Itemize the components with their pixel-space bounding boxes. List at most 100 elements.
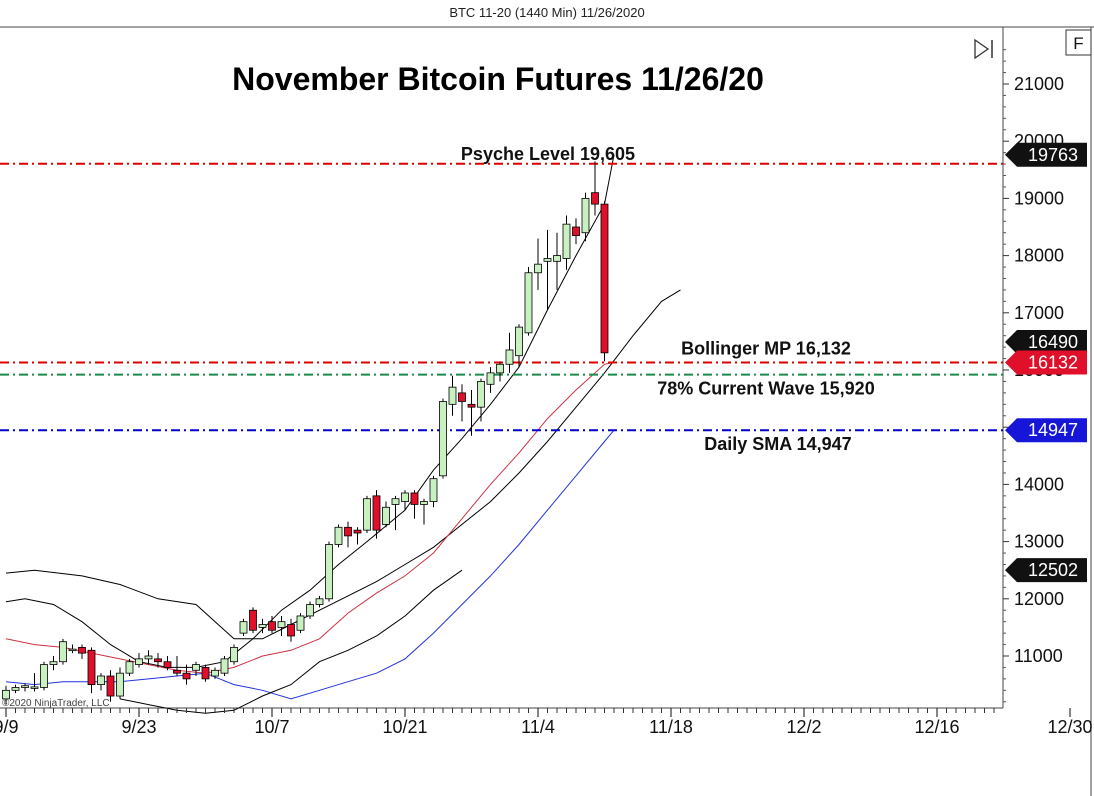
- candle-up: [192, 664, 200, 671]
- candle-down: [372, 495, 381, 531]
- candle-up: [401, 492, 409, 502]
- candle-up: [315, 598, 324, 605]
- band-bb-upper: [5, 154, 615, 668]
- copyright-watermark: ©2020 NinjaTrader, LLC: [2, 698, 110, 709]
- candle-up: [211, 669, 219, 677]
- candle-up: [439, 401, 447, 477]
- candle-up: [97, 675, 105, 686]
- candle-up: [277, 621, 286, 628]
- time-tick-label: 12/2: [786, 717, 821, 737]
- time-tick-label: 10/21: [382, 717, 427, 737]
- price-badge-label: 12502: [1028, 560, 1078, 580]
- candle-down: [182, 672, 191, 680]
- band-outer-upper: [5, 289, 681, 640]
- candle-down: [87, 649, 96, 686]
- candle-down: [287, 624, 295, 637]
- candle-down: [572, 226, 580, 236]
- price-badge-label: 19763: [1028, 145, 1078, 165]
- candle-up: [553, 255, 561, 262]
- price-tick-label: 11000: [1014, 646, 1063, 666]
- candle-up: [21, 685, 29, 688]
- window-title: BTC 11-20 (1440 Min) 11/26/2020: [449, 5, 645, 20]
- level-label-psyche-level: Psyche Level 19,605: [461, 144, 635, 164]
- time-tick-label: 11/4: [521, 717, 555, 737]
- candles: [2, 161, 609, 705]
- price-badge-label: 16132: [1028, 352, 1078, 372]
- candle-up: [496, 363, 504, 374]
- candle-up: [429, 478, 438, 502]
- candle-up: [135, 658, 143, 665]
- candle-up: [524, 272, 533, 334]
- candle-up: [49, 661, 58, 665]
- band-bb-lower: [5, 429, 615, 700]
- candle-up: [448, 386, 457, 405]
- candle-up: [220, 658, 229, 674]
- candle-up: [116, 672, 124, 697]
- price-tick-label: 17000: [1014, 303, 1064, 323]
- candle-up: [59, 641, 67, 663]
- candle-up: [543, 258, 552, 262]
- candle-up: [334, 526, 343, 545]
- time-axis: 9/99/2310/710/2111/411/1812/212/1612/301…: [0, 708, 1093, 737]
- candle-up: [477, 381, 485, 408]
- candle-up: [581, 197, 590, 234]
- bollinger-bands: [5, 154, 681, 714]
- candle-up: [258, 624, 267, 628]
- price-badge-bg: [1005, 329, 1087, 354]
- time-tick-label: 9/9: [0, 717, 19, 737]
- candle-down: [173, 669, 181, 674]
- candle-down: [268, 621, 276, 631]
- candle-up: [515, 326, 523, 357]
- candle-up: [534, 263, 542, 274]
- price-badge-label: 16490: [1028, 332, 1078, 352]
- level-label-bollinger-mp: Bollinger MP 16,132: [681, 338, 851, 358]
- horizontal-levels: Psyche Level 19,605 Bollinger MP 16,132 78…: [0, 144, 1003, 454]
- candle-down: [600, 203, 609, 354]
- candle-up: [420, 501, 428, 505]
- candle-up: [391, 498, 400, 505]
- candle-down: [458, 392, 466, 402]
- candle-up: [144, 655, 153, 660]
- candle-down: [353, 529, 362, 534]
- level-label-current-wave-78: 78% Current Wave 15,920: [657, 379, 874, 399]
- time-tick-label: 10/7: [254, 717, 289, 737]
- candle-up: [40, 664, 48, 688]
- candle-down: [591, 192, 599, 205]
- candle-up: [562, 223, 571, 259]
- candle-up: [230, 647, 238, 663]
- candle-up: [505, 349, 514, 365]
- price-badge-bg: [1005, 418, 1087, 443]
- candle-up: [325, 544, 333, 600]
- candle-up: [125, 661, 134, 674]
- price-tick-label: 14000: [1014, 474, 1064, 494]
- price-tick-label: 18000: [1014, 246, 1064, 266]
- price-tick-label: 21000: [1014, 74, 1064, 94]
- candle-up: [30, 686, 39, 689]
- skip-forward-icon[interactable]: [974, 38, 993, 60]
- band-bb-mid: [5, 361, 615, 674]
- price-tick-label: 13000: [1014, 532, 1064, 552]
- candle-down: [467, 403, 476, 408]
- f-button[interactable]: F: [1065, 29, 1092, 56]
- candle-up: [296, 615, 305, 631]
- candle-up: [486, 372, 495, 385]
- candle-up: [68, 648, 77, 652]
- candle-down: [163, 661, 172, 668]
- candle-up: [11, 687, 20, 691]
- candle-up: [382, 506, 390, 525]
- chart-title: November Bitcoin Futures 11/26/20: [232, 61, 764, 97]
- level-label-daily-sma: Daily SMA 14,947: [704, 434, 851, 454]
- candle-down: [249, 609, 257, 631]
- time-tick-label: 9/23: [121, 717, 156, 737]
- price-badge-bg: [1005, 142, 1087, 167]
- candle-down: [201, 667, 210, 680]
- time-tick-label: 12/16: [914, 717, 959, 737]
- candle-up: [239, 621, 248, 634]
- time-tick-label: 12/30: [1047, 717, 1092, 737]
- candle-down: [106, 675, 115, 697]
- candle-up: [306, 604, 314, 617]
- price-badge-bg: [1005, 558, 1087, 583]
- candle-down: [154, 658, 162, 663]
